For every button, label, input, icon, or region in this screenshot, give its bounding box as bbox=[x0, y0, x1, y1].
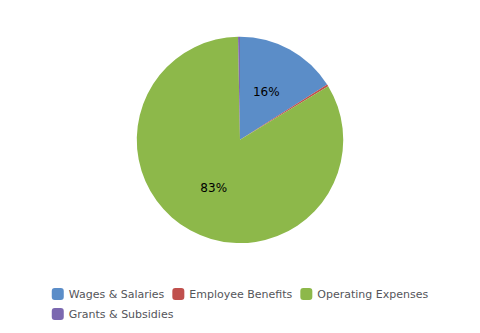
svg-text:Grants & Subsidies: Grants & Subsidies bbox=[69, 308, 174, 321]
svg-text:83%: 83% bbox=[200, 181, 227, 195]
svg-text:Operating Expenses: Operating Expenses bbox=[317, 288, 428, 301]
svg-text:Employee Benefits: Employee Benefits bbox=[189, 288, 292, 301]
svg-text:Wages & Salaries: Wages & Salaries bbox=[69, 288, 165, 301]
svg-text:16%: 16% bbox=[253, 85, 280, 99]
